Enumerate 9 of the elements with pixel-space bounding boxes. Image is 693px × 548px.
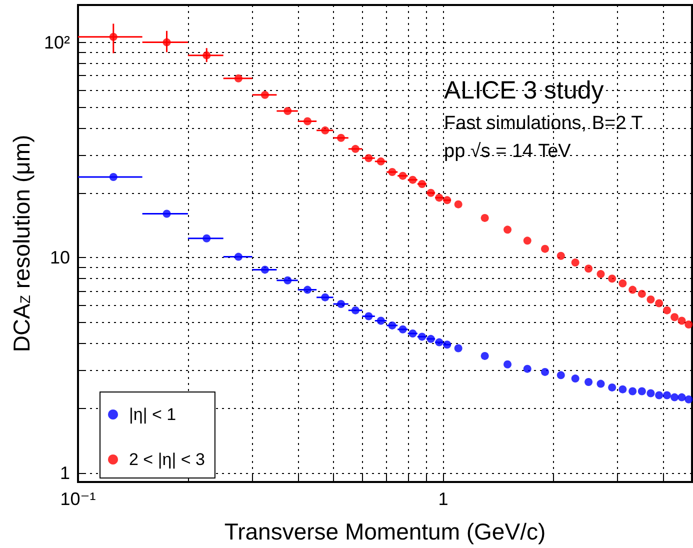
x-axis-title: Transverse Momentum (GeV/c) [224,518,546,544]
y-tick-label: 10² [44,32,70,52]
annotation: ALICE 3 study [444,76,604,104]
y-tick-label: 10 [50,248,70,268]
legend-label: 2 < |η| < 3 [129,450,205,469]
x-tick-label: 10⁻¹ [60,489,96,509]
y-tick-label: 1 [60,463,70,484]
y-axis-title: DCAZ resolution (μm) [8,134,35,352]
legend-label: |η| < 1 [129,405,176,424]
